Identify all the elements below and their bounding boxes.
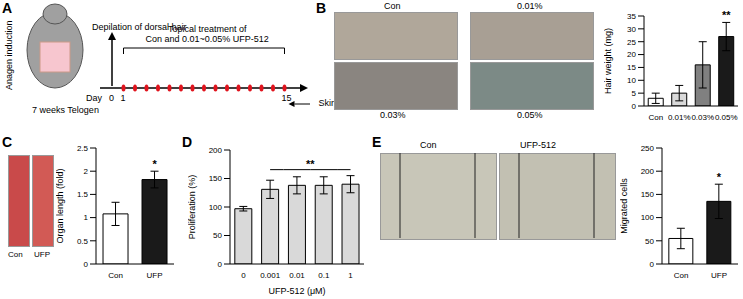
- svg-text:150: 150: [641, 190, 655, 199]
- html-text:1: 1: [120, 93, 126, 103]
- svg-text:0: 0: [218, 260, 223, 269]
- svg-text:250: 250: [641, 144, 655, 153]
- html-text:Topical treatment of: Topical treatment of: [167, 24, 247, 34]
- svg-text:50: 50: [645, 237, 654, 246]
- svg-text:Migrated cells: Migrated cells: [620, 178, 629, 234]
- html-text:0: 0: [109, 93, 114, 103]
- svg-text:0.1: 0.1: [318, 271, 330, 280]
- svg-text:0: 0: [241, 271, 246, 280]
- svg-text:200: 200: [209, 146, 223, 155]
- html-text:0.05%: 0.05%: [517, 110, 543, 120]
- svg-text:25: 25: [627, 38, 636, 47]
- svg-text:35: 35: [627, 12, 636, 21]
- html-text:Con: Con: [420, 140, 437, 150]
- svg-text:100: 100: [209, 203, 223, 212]
- html-text:Anagen induction: Anagen induction: [4, 20, 14, 90]
- svg-text:5: 5: [632, 89, 637, 98]
- svg-text:0: 0: [632, 102, 637, 111]
- svg-text:20: 20: [627, 50, 636, 59]
- svg-text:1: 1: [348, 271, 353, 280]
- svg-text:Con: Con: [674, 271, 689, 280]
- html-text:UFP: UFP: [34, 250, 50, 259]
- svg-text:Organ length (fold): Organ length (fold): [56, 168, 65, 243]
- svg-text:200: 200: [641, 167, 655, 176]
- svg-text:*: *: [152, 158, 157, 170]
- html-text:C: C: [2, 134, 13, 150]
- svg-text:Con: Con: [648, 113, 663, 122]
- svg-text:UFP-512 (μM): UFP-512 (μM): [268, 286, 325, 296]
- svg-text:150: 150: [209, 174, 223, 183]
- svg-text:100: 100: [641, 213, 655, 222]
- svg-text:0.03%: 0.03%: [691, 113, 714, 122]
- html-text:0.01%: 0.01%: [517, 1, 543, 11]
- svg-text:10: 10: [627, 76, 636, 85]
- svg-text:*: *: [717, 171, 722, 183]
- html-text:7 weeks Telogen: 7 weeks Telogen: [32, 105, 99, 115]
- svg-text:1.5: 1.5: [77, 190, 89, 199]
- svg-text:0: 0: [650, 260, 655, 269]
- svg-text:1: 1: [84, 213, 89, 222]
- svg-text:UFP: UFP: [147, 271, 163, 280]
- svg-text:0.05%: 0.05%: [715, 113, 738, 122]
- html-text:Con: Con: [384, 1, 401, 11]
- html-text:Day: Day: [86, 93, 102, 103]
- svg-text:0.01: 0.01: [289, 271, 305, 280]
- html-text:B: B: [316, 0, 327, 16]
- svg-text:Hair weight (mg): Hair weight (mg): [604, 28, 613, 94]
- html-text:D: D: [182, 134, 193, 150]
- html-text:15: 15: [281, 93, 292, 103]
- html-text:UFP-512: UFP-512: [520, 140, 556, 150]
- html-text:Con: Con: [8, 250, 23, 259]
- svg-text:0.01%: 0.01%: [668, 113, 691, 122]
- svg-text:2: 2: [84, 167, 89, 176]
- svg-text:UFP: UFP: [711, 271, 727, 280]
- svg-text:50: 50: [213, 231, 222, 240]
- svg-text:0.001: 0.001: [260, 271, 281, 280]
- svg-text:0.5: 0.5: [77, 237, 89, 246]
- svg-text:Con: Con: [108, 271, 123, 280]
- html-text:A: A: [2, 0, 13, 16]
- svg-text:**: **: [722, 9, 731, 21]
- svg-text:30: 30: [627, 25, 636, 34]
- svg-text:2.5: 2.5: [77, 144, 89, 153]
- html-text:0.03%: 0.03%: [380, 110, 406, 120]
- html-text:Con and 0.01~0.05% UFP-512: Con and 0.01~0.05% UFP-512: [145, 34, 269, 44]
- svg-text:Proliferation (%): Proliferation (%): [188, 175, 197, 240]
- svg-text:0: 0: [84, 260, 89, 269]
- html-text:E: E: [372, 134, 382, 150]
- svg-text:15: 15: [627, 63, 636, 72]
- html-text:Skin collection: Skin collection: [318, 98, 376, 108]
- svg-text:**: **: [306, 158, 315, 170]
- html-text:Depilation of dorsal hair: Depilation of dorsal hair: [92, 22, 187, 32]
